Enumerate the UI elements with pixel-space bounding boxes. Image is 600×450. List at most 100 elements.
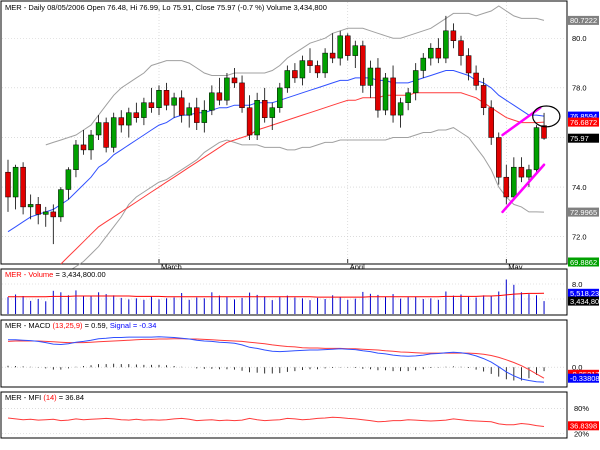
- candle-body: [367, 67, 374, 86]
- month-label: May: [508, 263, 522, 272]
- candle: [390, 65, 396, 123]
- candle-body: [231, 77, 238, 84]
- macd-panel-frame: [0, 319, 568, 388]
- candle: [428, 43, 434, 66]
- candle: [375, 58, 381, 118]
- candle-body: [473, 72, 479, 86]
- candle: [133, 102, 140, 123]
- price-tag: 76.8594: [568, 111, 599, 121]
- trend-line: [501, 163, 546, 214]
- price-panel-frame: [0, 0, 568, 265]
- candle-body: [533, 127, 540, 171]
- candle: [65, 167, 72, 200]
- candle: [12, 164, 19, 210]
- candle: [156, 85, 162, 116]
- candle: [420, 53, 427, 78]
- price-tag-bg: [568, 133, 599, 143]
- candle-body: [428, 47, 434, 59]
- price-tag-label: 76.8594: [570, 112, 597, 121]
- candle: [239, 75, 245, 113]
- candle: [307, 48, 313, 73]
- candle-body: [360, 45, 366, 86]
- candle-body: [65, 169, 72, 190]
- candle: [209, 85, 215, 116]
- candle: [337, 30, 343, 66]
- candle-body: [345, 35, 351, 56]
- candle-body: [284, 70, 291, 89]
- candle-body: [254, 100, 260, 136]
- candle: [171, 92, 177, 118]
- volume-panel: MER - Volume = 3,434,800.00 4.08.05,518,…: [0, 268, 600, 316]
- candle: [518, 157, 525, 183]
- macd-tag-bg: [568, 373, 599, 383]
- candle-body: [375, 67, 381, 111]
- candle: [43, 206, 49, 227]
- candle-body: [261, 100, 268, 118]
- candle: [50, 204, 57, 245]
- price-tag: 69.8862: [568, 257, 599, 267]
- candle: [345, 33, 351, 61]
- candle: [503, 164, 510, 205]
- candle-body: [488, 107, 494, 138]
- mfi-tick-label: 20%: [574, 429, 589, 438]
- volume-tick-label: 8.0: [572, 280, 582, 289]
- price-header-prefix: MER - Daily 08/05/2006: [5, 3, 85, 12]
- mfi-tick-label: 80%: [574, 404, 589, 413]
- mfi-line: [7, 416, 545, 427]
- price-tag-label: 72.9965: [570, 208, 597, 217]
- price-panel: MER - Daily 08/05/2006 Open 76.48, Hi 76…: [0, 0, 599, 277]
- price-tag: 75.97: [568, 133, 599, 143]
- volume-header-prefix: MER - Volume: [5, 270, 53, 279]
- candle-body: [329, 52, 336, 59]
- candle: [382, 73, 389, 116]
- candle: [20, 162, 26, 215]
- price-tag-label: 80.7222: [570, 16, 597, 25]
- macd-tag: -0.338087: [568, 373, 600, 383]
- candle-body: [518, 166, 525, 178]
- candle: [435, 38, 442, 64]
- mfi-header-params: (14): [43, 393, 57, 402]
- mfi-axis: 20% 80% 36.8398: [568, 404, 599, 438]
- macd-lines: [7, 336, 545, 383]
- macd-header-params: (13,25,9): [53, 321, 84, 330]
- candle-body: [27, 204, 34, 208]
- candle: [110, 112, 117, 153]
- volume-grid: [2, 283, 566, 300]
- price-axis: 72.074.076.078.080.080.722276.859476.687…: [568, 15, 599, 267]
- candle-body: [443, 30, 449, 59]
- candle-body: [299, 60, 306, 79]
- mfi-header-prefix: MER - MFI: [5, 393, 41, 402]
- candle-body: [307, 60, 313, 66]
- candle: [95, 115, 102, 140]
- candle: [322, 48, 328, 78]
- candle-body: [156, 90, 162, 108]
- macd-header: MER - MACD (13,25,9) = 0.59, Signal = -0…: [5, 321, 156, 330]
- candle-body: [352, 45, 359, 56]
- price-tag: 76.6872: [568, 117, 599, 127]
- candle: [496, 132, 502, 185]
- candle-body: [480, 85, 487, 108]
- candle-body: [43, 211, 49, 215]
- candle: [465, 48, 472, 81]
- candle: [397, 97, 404, 128]
- candle: [352, 40, 359, 68]
- price-tick-label: 74.0: [572, 183, 587, 192]
- price-header: MER - Daily 08/05/2006 Open 76.48, Hi 76…: [5, 3, 327, 12]
- macd-axis: 0.0-0.252178-0.338087: [568, 363, 600, 383]
- bollinger-bands: [45, 5, 545, 277]
- volume-axis: 4.08.05,518,2323,434,800: [568, 280, 600, 306]
- mfi-tag-label: 36.8398: [570, 422, 597, 431]
- candle-body: [458, 40, 464, 56]
- volume-tag: 5,518,232: [568, 288, 600, 298]
- candle-body: [292, 70, 298, 79]
- price-tick-label: 72.0: [572, 233, 587, 242]
- candle-body: [186, 107, 192, 116]
- volume-average: [8, 292, 545, 298]
- candle: [254, 92, 260, 140]
- price-tag-bg: [568, 117, 599, 127]
- candle: [163, 82, 170, 111]
- candle: [224, 73, 230, 106]
- price-tag-label: 76.6872: [570, 118, 597, 127]
- candle: [405, 87, 411, 111]
